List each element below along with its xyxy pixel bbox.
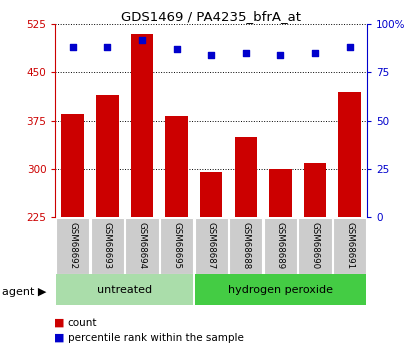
FancyBboxPatch shape: [263, 218, 296, 274]
FancyBboxPatch shape: [56, 218, 89, 274]
Text: GSM68694: GSM68694: [137, 222, 146, 269]
Bar: [303, 162, 326, 217]
Text: GSM68689: GSM68689: [275, 222, 284, 269]
Bar: [130, 34, 153, 217]
Bar: [96, 95, 118, 217]
FancyBboxPatch shape: [125, 218, 158, 274]
Text: GSM68690: GSM68690: [310, 222, 319, 269]
Point: [69, 45, 76, 50]
Point: [346, 45, 352, 50]
Text: GSM68693: GSM68693: [103, 222, 112, 269]
Text: ■: ■: [54, 333, 65, 343]
Text: untreated: untreated: [97, 285, 152, 295]
Text: hydrogen peroxide: hydrogen peroxide: [227, 285, 332, 295]
Point: [276, 52, 283, 58]
Bar: [165, 116, 187, 217]
Bar: [61, 114, 84, 217]
Bar: [268, 169, 291, 217]
Point: [207, 52, 214, 58]
Text: GSM68695: GSM68695: [172, 222, 181, 269]
Bar: [200, 172, 222, 217]
Point: [311, 50, 317, 56]
Point: [104, 45, 110, 50]
Point: [242, 50, 248, 56]
Text: ■: ■: [54, 318, 65, 327]
FancyBboxPatch shape: [194, 218, 227, 274]
Text: count: count: [67, 318, 97, 327]
Point: [138, 37, 145, 42]
FancyBboxPatch shape: [160, 218, 193, 274]
Text: agent ▶: agent ▶: [2, 287, 46, 296]
Bar: [234, 137, 256, 217]
Text: GSM68688: GSM68688: [240, 222, 249, 269]
FancyBboxPatch shape: [90, 218, 124, 274]
FancyBboxPatch shape: [194, 274, 365, 305]
FancyBboxPatch shape: [332, 218, 365, 274]
FancyBboxPatch shape: [229, 218, 262, 274]
Text: GSM68687: GSM68687: [206, 222, 215, 269]
FancyBboxPatch shape: [56, 274, 193, 305]
FancyBboxPatch shape: [298, 218, 331, 274]
Text: GSM68691: GSM68691: [344, 222, 353, 269]
Title: GDS1469 / PA4235_bfrA_at: GDS1469 / PA4235_bfrA_at: [121, 10, 301, 23]
Point: [173, 47, 180, 52]
Text: percentile rank within the sample: percentile rank within the sample: [67, 333, 243, 343]
Bar: [337, 92, 360, 217]
Text: GSM68692: GSM68692: [68, 222, 77, 269]
